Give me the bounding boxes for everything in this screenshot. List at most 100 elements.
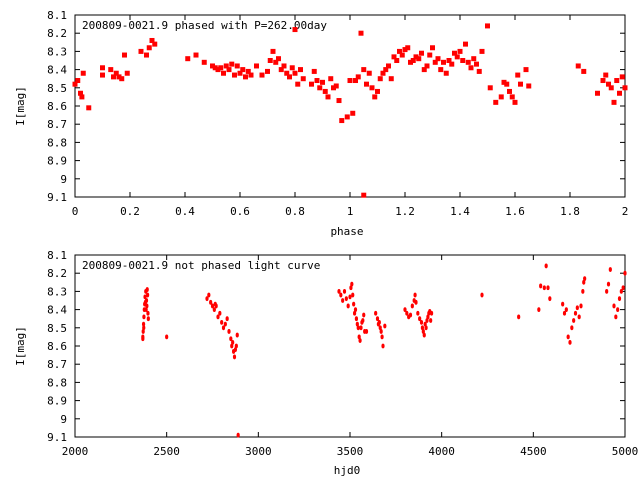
data-point <box>383 67 389 73</box>
data-point <box>215 67 221 73</box>
data-point <box>408 59 413 65</box>
data-point <box>606 281 611 287</box>
data-point <box>480 292 484 298</box>
data-point <box>234 63 240 69</box>
data-point <box>616 307 620 312</box>
data-point <box>230 343 234 349</box>
data-point <box>566 334 570 340</box>
data-point <box>485 23 490 29</box>
y-tick-label: 8.8 <box>47 136 67 149</box>
data-point <box>317 85 323 91</box>
data-points <box>141 263 627 438</box>
data-point <box>325 94 331 100</box>
data-point <box>471 56 477 62</box>
data-point <box>561 301 565 307</box>
data-point <box>623 270 627 276</box>
phased-light-curve-panel: 200809-0021.9 phased with P=262.00day ph… <box>14 9 628 238</box>
data-point <box>100 65 105 71</box>
y-tick-label: 9 <box>60 413 67 426</box>
data-point <box>284 70 290 76</box>
data-point <box>328 76 334 82</box>
data-point <box>449 61 455 67</box>
y-tick-label: 9.1 <box>47 191 67 204</box>
data-point <box>225 316 229 322</box>
data-point <box>474 61 479 67</box>
data-point <box>421 67 427 73</box>
data-point <box>614 314 618 320</box>
data-point <box>383 323 387 329</box>
data-point <box>380 70 386 76</box>
data-point <box>100 72 105 78</box>
data-point <box>278 67 284 73</box>
data-point <box>420 325 425 331</box>
data-point <box>344 296 348 302</box>
data-point <box>374 310 378 316</box>
data-point <box>619 74 625 80</box>
data-point <box>386 63 391 69</box>
data-point <box>575 305 579 311</box>
data-point <box>86 105 92 111</box>
y-axis-label: I[mag] <box>14 86 27 126</box>
data-point <box>362 312 366 318</box>
y-tick-label: 8.3 <box>47 45 67 58</box>
data-point <box>75 78 81 84</box>
data-point <box>568 339 572 345</box>
data-point <box>539 283 543 289</box>
data-point <box>124 70 130 76</box>
data-point <box>354 316 359 322</box>
data-point <box>355 321 359 327</box>
data-point <box>375 88 380 94</box>
x-tick-label: 0.6 <box>230 205 250 218</box>
data-point <box>369 85 375 91</box>
data-point <box>119 76 125 82</box>
data-point <box>281 63 287 69</box>
data-point <box>391 54 397 60</box>
data-point <box>276 56 281 62</box>
data-point <box>145 303 149 309</box>
data-point <box>349 285 353 291</box>
data-point <box>295 81 301 87</box>
data-point <box>146 45 152 51</box>
data-point <box>237 70 243 76</box>
data-point <box>231 339 235 345</box>
data-point <box>424 325 428 331</box>
data-point <box>333 83 339 89</box>
x-tick-label: 1 <box>347 205 354 218</box>
data-point <box>309 81 314 87</box>
x-tick-label: 1.6 <box>505 205 525 218</box>
data-point <box>352 310 357 316</box>
data-point <box>614 78 620 84</box>
data-point <box>358 30 364 36</box>
data-point <box>438 67 444 73</box>
axis-ticks: 2000 2500 3000 3500 4000 4500 5000 8.1 8.2 8.3 8.4… <box>47 249 638 458</box>
data-point <box>476 68 482 74</box>
data-point <box>227 329 231 334</box>
data-point <box>361 192 367 198</box>
y-tick-label: 8.7 <box>47 118 67 131</box>
data-point <box>408 312 413 318</box>
data-point <box>232 354 237 360</box>
x-tick-label: 3000 <box>245 445 272 458</box>
data-point <box>220 319 224 325</box>
data-point <box>193 52 199 58</box>
data-point <box>108 67 114 73</box>
data-point <box>619 289 623 294</box>
data-point <box>145 287 149 292</box>
data-point <box>234 343 238 349</box>
data-point <box>562 310 567 316</box>
data-point <box>612 303 616 309</box>
data-point <box>418 316 422 322</box>
data-point <box>388 76 394 82</box>
data-point <box>579 303 583 309</box>
data-point <box>212 307 216 312</box>
data-point <box>311 68 317 74</box>
data-point <box>429 318 433 323</box>
data-point <box>339 292 343 298</box>
data-point <box>358 338 362 343</box>
y-tick-label: 8.7 <box>47 358 67 371</box>
data-point <box>548 296 552 302</box>
data-point <box>149 37 155 43</box>
data-point <box>509 94 515 100</box>
data-point <box>347 78 353 84</box>
